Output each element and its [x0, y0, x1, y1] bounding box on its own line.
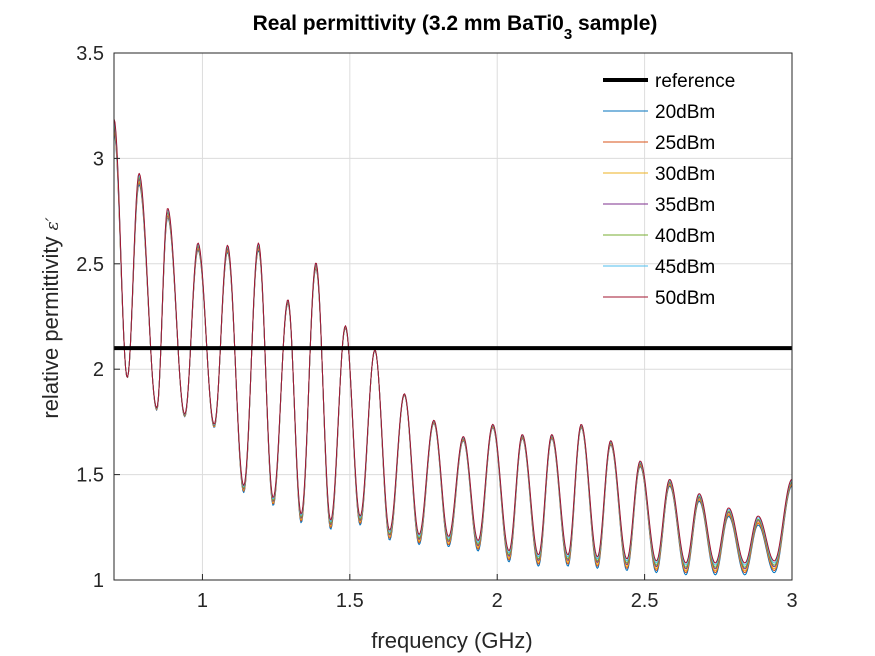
chart-title-subscript: 3 [564, 26, 572, 43]
axes-box [113, 52, 793, 581]
y-axis-label-symbol: ε′ [43, 217, 63, 230]
legend-label: 35dBm [655, 195, 715, 216]
series-line [113, 118, 793, 564]
legend-label-reference: reference [655, 71, 735, 92]
legend-label: 20dBm [655, 102, 715, 123]
x-tick-label: 2 [492, 590, 503, 612]
y-tick-label: 1 [93, 570, 104, 592]
x-axis-label: frequency (GHz) [371, 628, 532, 653]
x-tick-label: 2.5 [631, 590, 659, 612]
y-tick-label: 3.5 [76, 43, 104, 65]
legend-label: 50dBm [655, 288, 715, 309]
chart-title: Real permittivity (3.2 mm BaTi03 sample) [253, 12, 658, 43]
y-axis-label: relative permittivity ε′ [38, 217, 63, 418]
legend-label: 40dBm [655, 226, 715, 247]
y-tick-label: 1.5 [76, 465, 104, 487]
legend-label: 30dBm [655, 164, 715, 185]
y-tick-label: 3 [93, 148, 104, 170]
y-tick-label: 2 [93, 359, 104, 381]
x-tick-label: 1.5 [336, 590, 364, 612]
x-tick-label: 1 [197, 590, 208, 612]
axis-ticks: 1 1.5 2 2.5 3 1 1.5 2 2.5 3 3.5 [76, 43, 797, 612]
legend-label: 25dBm [655, 133, 715, 154]
y-tick-label: 2.5 [76, 254, 104, 276]
x-tick-label: 3 [786, 590, 797, 612]
legend: reference 20dBm 25dBm 30dBm 35dBm 40dBm 45dBm 5… [603, 71, 735, 309]
plot-area [114, 53, 792, 580]
plot-lines [113, 118, 793, 576]
legend-label: 45dBm [655, 257, 715, 278]
